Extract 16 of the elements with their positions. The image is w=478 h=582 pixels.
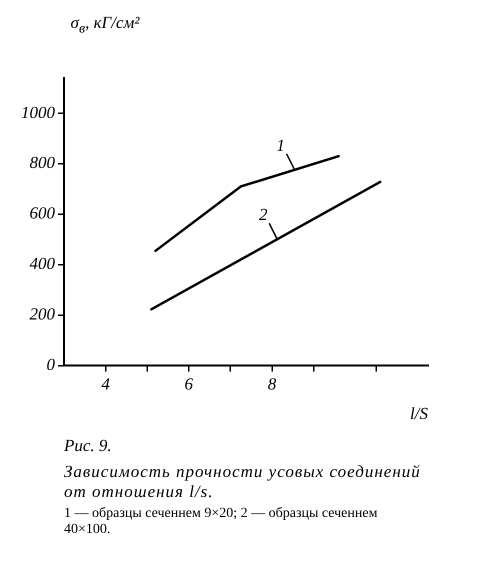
series-label: 1 xyxy=(276,136,285,155)
x-tick-label: 6 xyxy=(184,374,194,394)
x-tick-label: 4 xyxy=(101,374,110,394)
y-tick-label: 200 xyxy=(30,304,56,324)
text: Зависимость прочности усовых соединений от отношения l/s. xyxy=(64,462,422,502)
x-tick-label: 8 xyxy=(268,374,277,394)
text: 1 — образцы сеченнем 9×20; 2 — образцы сеченнем 40×100. xyxy=(64,506,378,538)
y-tick-label: 1000 xyxy=(21,102,56,122)
y-tick-label: 0 xyxy=(46,355,56,374)
series-label: 2 xyxy=(258,205,268,224)
y-tick-label: 600 xyxy=(30,204,56,223)
x-axis-title: l/S xyxy=(410,404,428,423)
y-tick-label: 800 xyxy=(30,153,56,172)
text: Рис. 9. xyxy=(64,436,113,456)
y-axis-title: σ$_{в}$, кГ/см² xyxy=(70,12,140,38)
y-tick-label: 400 xyxy=(30,254,56,274)
